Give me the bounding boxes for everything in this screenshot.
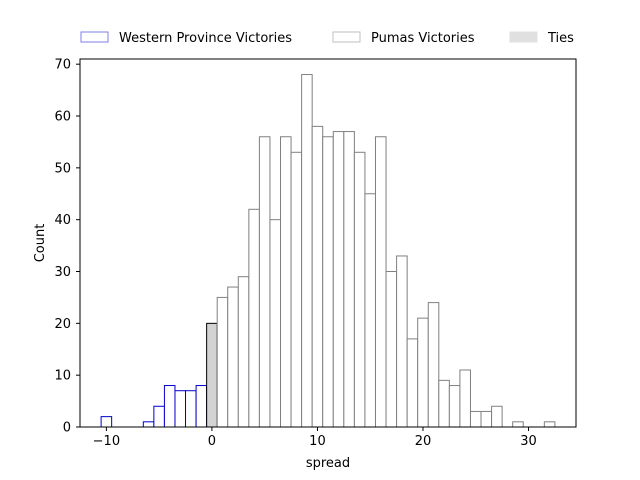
bar-pumas	[332, 131, 345, 428]
y-tick-label: 70	[54, 58, 71, 73]
legend-label-pumas: Pumas Victories	[371, 31, 475, 46]
bar-pumas	[311, 125, 324, 428]
y-tick-label: 30	[54, 265, 71, 280]
legend-label-western: Western Province Victories	[119, 31, 292, 46]
bar-pumas	[417, 317, 429, 428]
bar-pumas	[469, 410, 482, 428]
bar-pumas	[322, 136, 334, 428]
y-tick-label: 10	[54, 369, 71, 384]
bar-western	[174, 390, 187, 428]
bar-western	[153, 405, 165, 428]
axes-frame	[79, 58, 577, 428]
bar-pumas	[248, 208, 260, 428]
bar-pumas	[427, 302, 440, 428]
bar-pumas	[269, 219, 282, 428]
bar-pumas	[301, 74, 313, 428]
bar-western	[142, 421, 155, 428]
bar-pumas	[406, 338, 419, 428]
bars-group	[100, 74, 556, 428]
bar-pumas	[543, 421, 556, 428]
legend-swatch-ties	[509, 31, 538, 43]
bar-pumas	[227, 286, 239, 428]
y-tick-label: 60	[54, 110, 71, 125]
bar-tie	[206, 322, 218, 428]
bar-western	[163, 385, 176, 428]
bar-pumas	[385, 271, 398, 428]
x-axis-label: spread	[306, 456, 350, 471]
bar-western	[195, 385, 208, 428]
x-tick-label: 30	[520, 434, 537, 449]
bar-pumas	[290, 151, 303, 428]
bar-pumas	[280, 136, 292, 428]
bar-pumas	[237, 276, 250, 428]
y-tick-label: 40	[54, 213, 71, 228]
y-tick-label: 20	[54, 317, 71, 332]
y-tick-label: 50	[54, 161, 71, 176]
legend-swatch-western	[80, 31, 109, 43]
bar-pumas	[491, 405, 503, 428]
bar-pumas	[512, 421, 524, 428]
bar-pumas	[353, 151, 366, 428]
y-axis-ticks: 0 10 20 30 40 50 60 70	[54, 58, 80, 436]
legend-swatch-pumas	[332, 31, 361, 43]
bar-pumas	[480, 410, 493, 428]
bar-pumas	[396, 255, 408, 428]
bar-pumas	[216, 296, 229, 428]
legend-label-ties: Ties	[547, 31, 574, 46]
bar-pumas	[374, 136, 387, 428]
y-tick-label: 0	[63, 421, 71, 436]
bar-pumas	[364, 193, 376, 428]
bar-pumas	[258, 136, 271, 428]
bar-western	[100, 416, 113, 428]
x-tick-label: 0	[208, 434, 216, 449]
bar-pumas	[459, 369, 471, 428]
x-tick-label: 20	[415, 434, 432, 449]
bar-western	[185, 390, 197, 428]
bar-pumas	[448, 385, 461, 428]
bar-pumas	[438, 379, 450, 428]
x-tick-label: −10	[93, 434, 120, 449]
x-axis-ticks: −10 0 10 20 30	[93, 427, 537, 449]
bar-pumas	[343, 131, 355, 428]
legend: Western Province Victories Pumas Victori…	[80, 31, 574, 46]
x-tick-label: 10	[309, 434, 326, 449]
y-axis-label: Count	[33, 224, 48, 263]
